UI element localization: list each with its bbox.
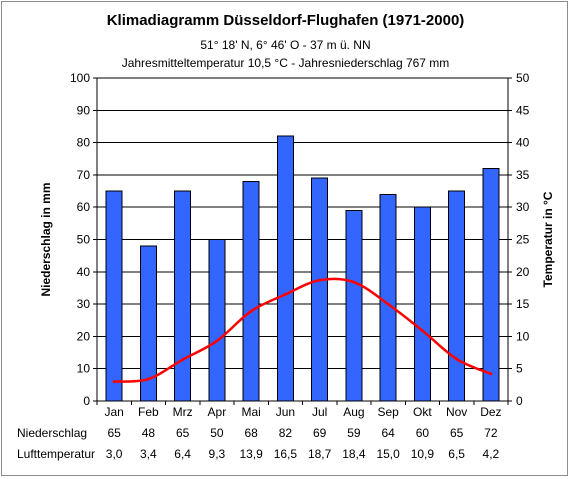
temperature-point-Okt [420, 329, 424, 333]
temperature-point-Apr [215, 339, 219, 343]
table-cell: 15,0 [376, 447, 400, 461]
table-cell: 13,9 [239, 447, 263, 461]
x-tick-label: Okt [413, 405, 432, 419]
chart-subtitle-summary: Jahresmitteltemperatur 10,5 °C - Jahresn… [121, 56, 450, 70]
y-left-tick-label: 0 [83, 394, 90, 408]
x-tick-label: Sep [377, 405, 399, 419]
y-left-tick-label: 70 [77, 168, 91, 182]
table-cell: 18,7 [308, 447, 332, 461]
y-right-tick-label: 25 [516, 233, 530, 247]
y-right-tick-label: 15 [516, 297, 530, 311]
temperature-point-Aug [352, 280, 356, 284]
bar-Aug [345, 209, 363, 402]
table-cell: 16,5 [274, 447, 298, 461]
x-tick-label: Jun [276, 405, 295, 419]
bar-Okt [413, 206, 431, 402]
table-cell: 9,3 [209, 447, 226, 461]
y-right-tick-label: 45 [516, 103, 530, 117]
bar-Jul [311, 177, 329, 402]
y-left-tick-label: 20 [77, 329, 91, 343]
temperature-point-Nov [455, 357, 459, 361]
y-right-tick-label: 50 [516, 71, 530, 85]
table-cell: 69 [313, 426, 327, 440]
table-cell: 60 [416, 426, 430, 440]
y-right-axis-title: Temperatur in °C [541, 191, 555, 287]
y-right-tick-label: 0 [516, 394, 523, 408]
y-left-tick-label: 10 [77, 362, 91, 376]
bar-Dez [482, 167, 500, 402]
y-left-axis-title: Niederschlag in mm [39, 182, 53, 296]
y-right-tick-label: 20 [516, 265, 530, 279]
temperature-point-Jan [112, 380, 116, 384]
table-cell: 64 [381, 426, 395, 440]
y-left-tick-label: 40 [77, 265, 91, 279]
table-row-label: Niederschlag [17, 426, 87, 440]
temperature-point-Dez [489, 372, 493, 376]
x-tick-label: Apr [208, 405, 227, 419]
y-left-tick-label: 50 [77, 233, 91, 247]
temperature-point-Mrz [181, 358, 185, 362]
table-cell: 65 [450, 426, 464, 440]
chart-subtitle-location: 51° 18' N, 6° 46' O - 37 m ü. NN [200, 38, 371, 52]
table-cell: 72 [484, 426, 498, 440]
chart-title: Klimadiagramm Düsseldorf-Flughafen (1971… [106, 12, 465, 29]
table-cell: 3,4 [140, 447, 157, 461]
y-right-tick-label: 40 [516, 136, 530, 150]
x-tick-label: Nov [446, 405, 467, 419]
table-cell: 6,4 [174, 447, 191, 461]
table-cell: 65 [176, 426, 190, 440]
y-right-tick-label: 30 [516, 200, 530, 214]
temperature-point-Feb [146, 377, 150, 381]
temperature-point-Mai [249, 309, 253, 313]
y-right-tick-label: 10 [516, 329, 530, 343]
bar-Nov [448, 190, 466, 402]
y-left-tick-label: 80 [77, 136, 91, 150]
bar-Sep [379, 193, 397, 402]
bar-Jan [105, 190, 123, 402]
table-cell: 18,4 [342, 447, 366, 461]
x-tick-label: Aug [343, 405, 364, 419]
table-cell: 82 [279, 426, 293, 440]
y-left-tick-label: 60 [77, 200, 91, 214]
bar-Mrz [174, 190, 192, 402]
plot-area-border [96, 77, 509, 402]
temperature-point-Sep [386, 302, 390, 306]
bar-Apr [208, 239, 226, 402]
table-row-label: Lufttemperatur [17, 447, 95, 461]
table-cell: 65 [107, 426, 121, 440]
y-right-tick-label: 35 [516, 168, 530, 182]
table-cell: 68 [244, 426, 258, 440]
y-left-tick-label: 90 [77, 103, 91, 117]
x-tick-label: Dez [480, 405, 501, 419]
x-tick-label: Feb [138, 405, 159, 419]
x-tick-label: Mai [241, 405, 260, 419]
table-cell: 48 [142, 426, 156, 440]
temperature-point-Jun [283, 292, 287, 296]
table-cell: 10,9 [411, 447, 435, 461]
y-right-tick-label: 5 [516, 362, 523, 376]
bar-Mai [242, 180, 260, 402]
temperature-line [114, 277, 492, 383]
table-cell: 3,0 [106, 447, 123, 461]
table-cell: 59 [347, 426, 361, 440]
x-tick-label: Mrz [173, 405, 193, 419]
y-left-tick-label: 30 [77, 297, 91, 311]
y-left-tick-label: 100 [70, 71, 90, 85]
table-cell: 6,5 [448, 447, 465, 461]
x-tick-label: Jan [104, 405, 123, 419]
temperature-point-Jul [318, 278, 322, 282]
bar-Jun [276, 135, 294, 402]
table-cell: 4,2 [483, 447, 500, 461]
table-cell: 50 [210, 426, 224, 440]
x-tick-label: Jul [312, 405, 327, 419]
